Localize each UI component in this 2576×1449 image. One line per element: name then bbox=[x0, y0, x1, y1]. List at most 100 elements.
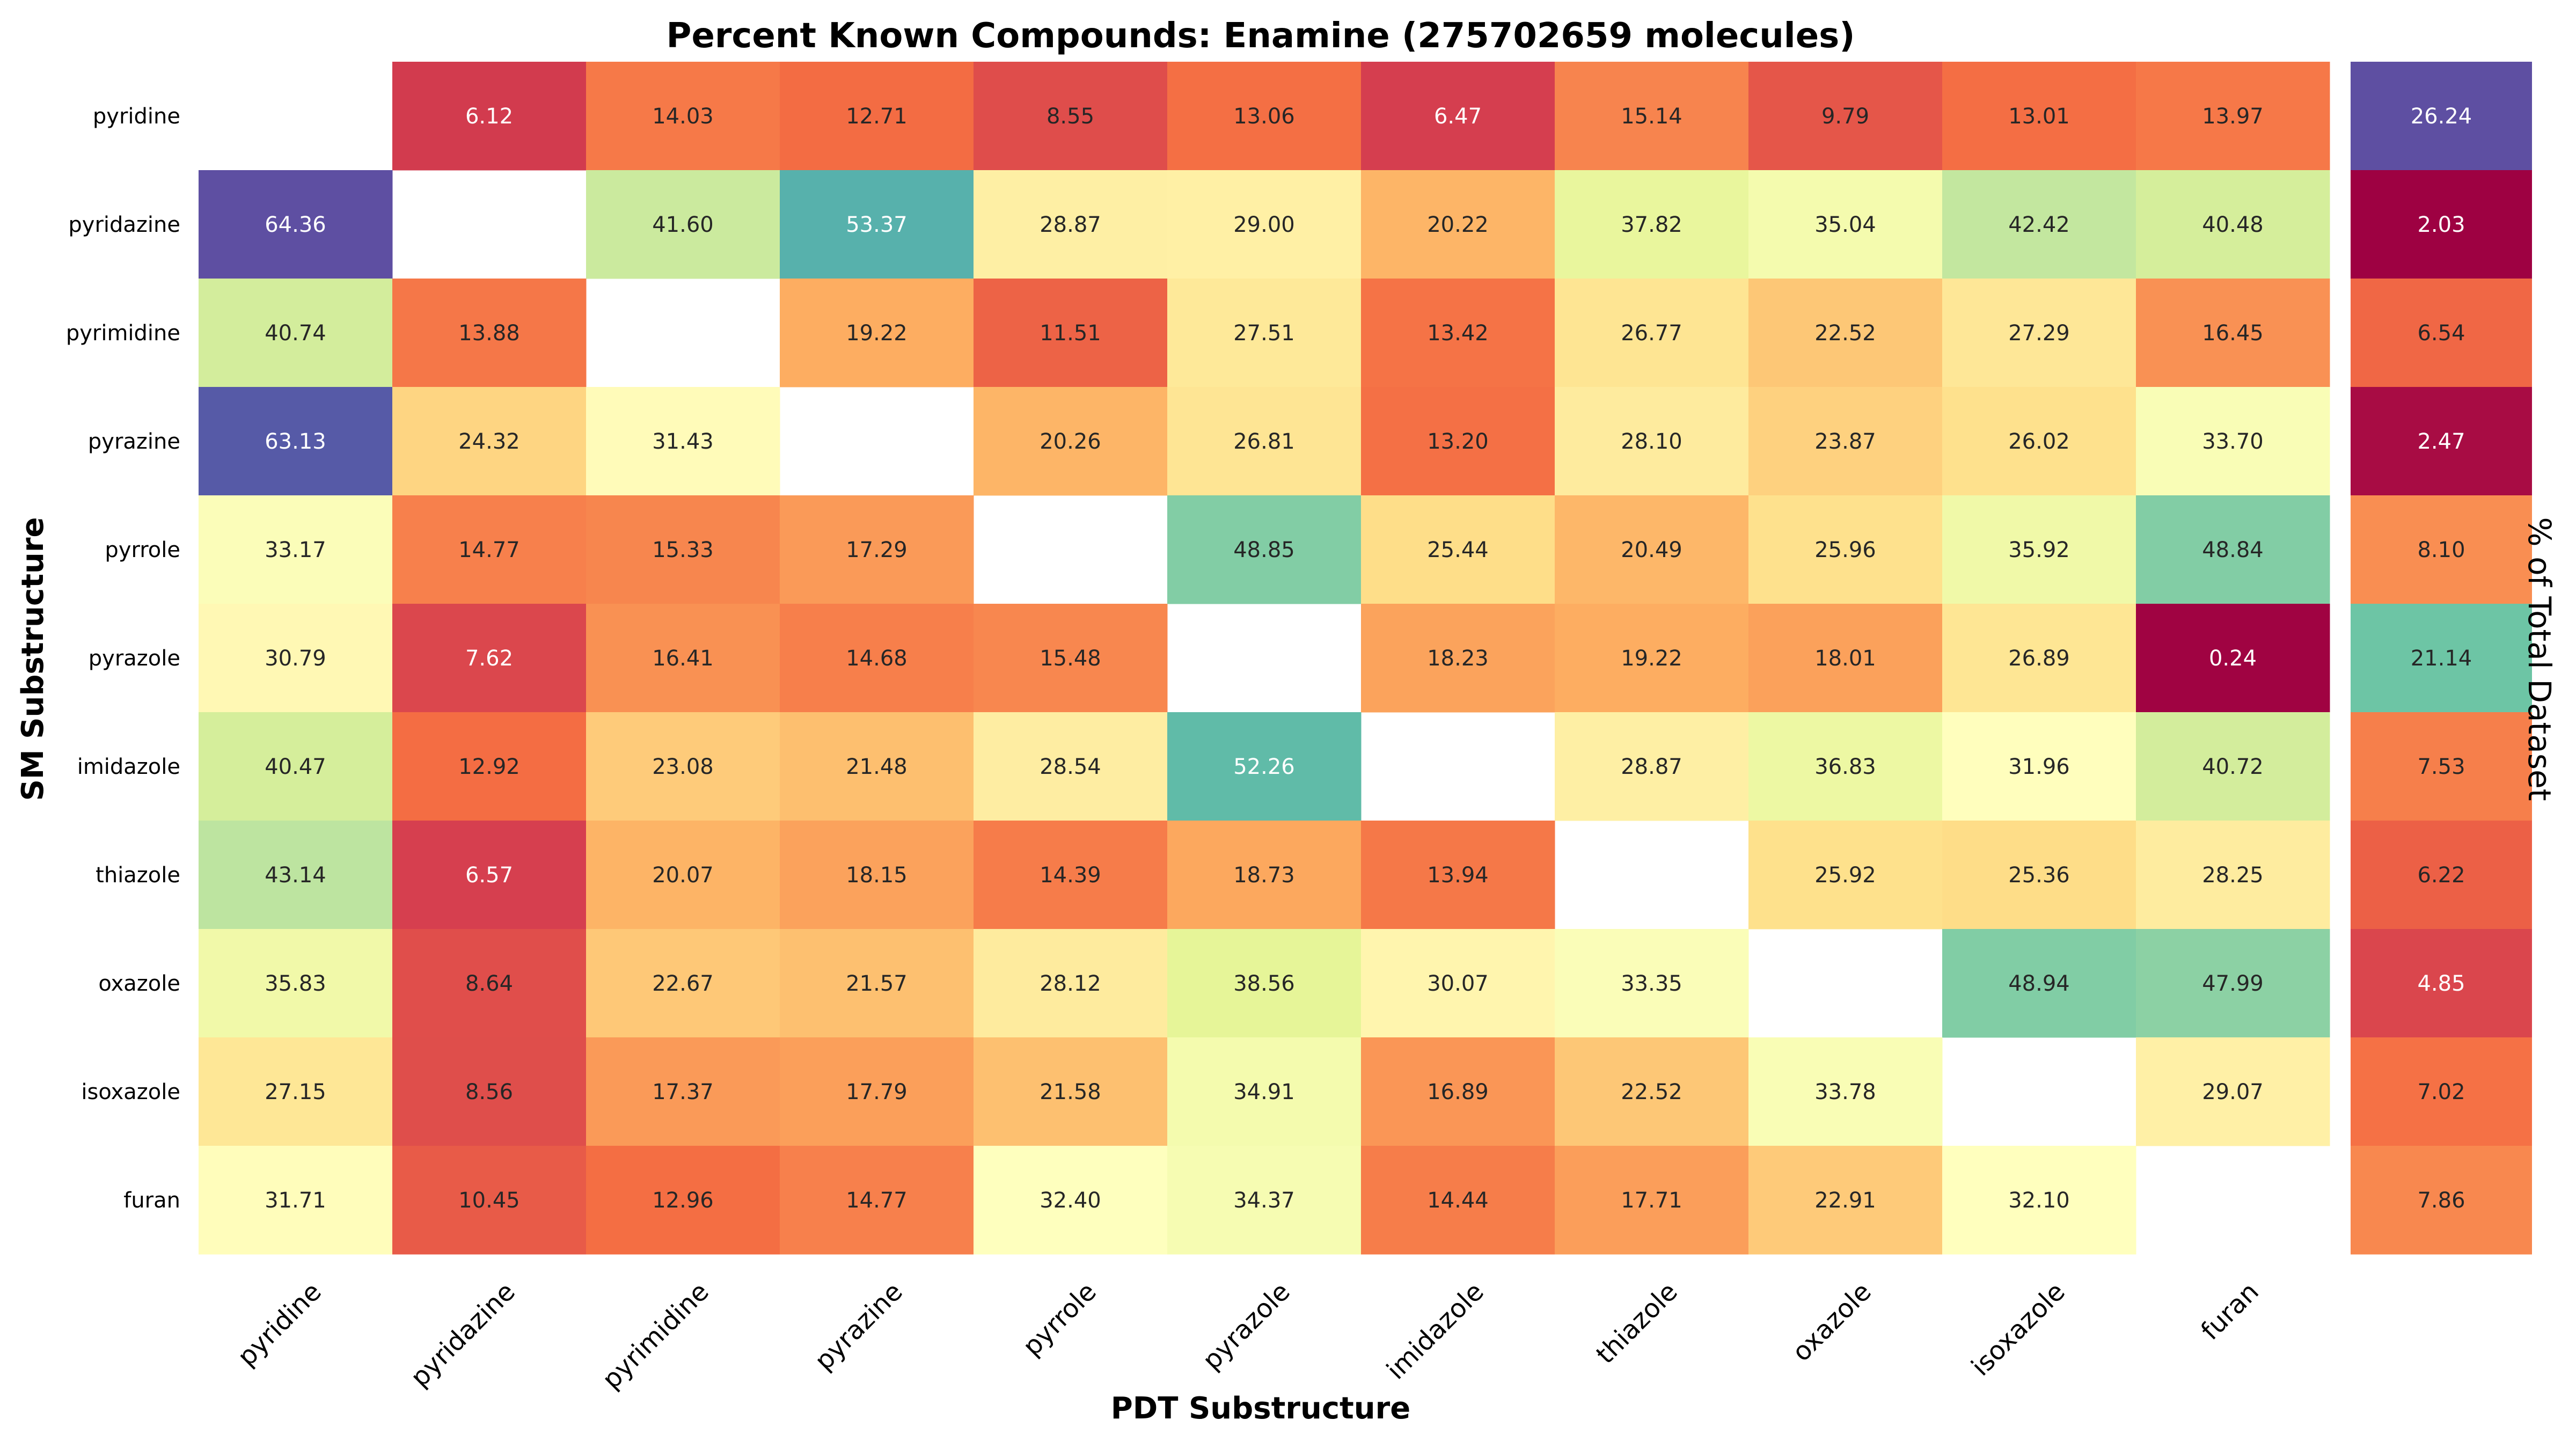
heatmap-cell bbox=[392, 62, 587, 171]
heatmap-cell bbox=[1555, 495, 1749, 604]
total-dataset-axis-title: % of Total Dataset bbox=[2521, 517, 2558, 801]
heatmap-cell bbox=[1942, 495, 2136, 604]
cell-value-label: 14.77 bbox=[458, 538, 520, 562]
heatmap-cell bbox=[1748, 712, 1943, 821]
heatmap-cell bbox=[1167, 821, 1362, 930]
heatmap-cell bbox=[392, 821, 587, 930]
cell-value-label: 27.15 bbox=[265, 1080, 326, 1104]
heatmap-cell bbox=[780, 929, 974, 1038]
cell-value-label: 25.96 bbox=[1814, 538, 1876, 562]
heatmap-cell bbox=[1748, 62, 1943, 171]
column-label: imidazole bbox=[1381, 1277, 1490, 1386]
total-dataset-cell bbox=[2351, 1037, 2532, 1146]
cell-value-label: 13.97 bbox=[2202, 104, 2264, 129]
total-dataset-value-label: 2.03 bbox=[2417, 213, 2465, 237]
cell-value-label: 16.41 bbox=[652, 646, 714, 671]
heatmap-cell bbox=[780, 279, 974, 387]
cell-value-label: 13.01 bbox=[2008, 104, 2070, 129]
cell-value-label: 18.23 bbox=[1427, 646, 1489, 671]
cell-value-label: 27.51 bbox=[1233, 321, 1295, 346]
heatmap-cell bbox=[2136, 929, 2330, 1038]
cell-value-label: 21.57 bbox=[846, 971, 908, 996]
heatmap-cell bbox=[1555, 387, 1749, 496]
cell-value-label: 36.83 bbox=[1814, 755, 1876, 779]
heatmap-cell bbox=[392, 929, 587, 1038]
heatmap-cell bbox=[392, 1146, 587, 1255]
cell-value-label: 8.55 bbox=[1046, 104, 1094, 129]
total-dataset-value-label: 7.53 bbox=[2417, 755, 2465, 779]
cell-value-label: 40.72 bbox=[2202, 755, 2264, 779]
total-dataset-value-label: 26.24 bbox=[2411, 104, 2472, 129]
heatmap-cell bbox=[1167, 387, 1362, 496]
cell-value-label: 33.70 bbox=[2202, 429, 2264, 454]
heatmap-cell bbox=[199, 929, 393, 1038]
heatmap-cell bbox=[974, 387, 1168, 496]
heatmap-cell bbox=[1942, 170, 2136, 279]
total-dataset-cell bbox=[2351, 279, 2532, 387]
heatmap-cell bbox=[392, 604, 587, 713]
cell-value-label: 25.92 bbox=[1814, 863, 1876, 888]
cell-value-label: 28.12 bbox=[1040, 971, 1101, 996]
heatmap-cell bbox=[586, 1146, 780, 1255]
total-dataset-cell bbox=[2351, 387, 2532, 496]
heatmap-cell bbox=[2136, 821, 2330, 930]
column-label: pyridine bbox=[232, 1277, 327, 1372]
cell-value-label: 26.77 bbox=[1621, 321, 1682, 346]
total-dataset-value-label: 2.47 bbox=[2417, 429, 2465, 454]
cell-value-label: 27.29 bbox=[2008, 321, 2070, 346]
heatmap-cell bbox=[1361, 1037, 1555, 1146]
heatmap-cell bbox=[1167, 929, 1362, 1038]
heatmap-cell bbox=[2136, 170, 2330, 279]
cell-value-label: 16.89 bbox=[1427, 1080, 1489, 1104]
cell-value-label: 0.24 bbox=[2209, 646, 2257, 671]
cell-value-label: 17.79 bbox=[846, 1080, 908, 1104]
total-dataset-cell bbox=[2351, 495, 2532, 604]
cell-value-label: 26.02 bbox=[2008, 429, 2070, 454]
cell-value-label: 13.20 bbox=[1427, 429, 1489, 454]
heatmap-cell bbox=[1361, 170, 1555, 279]
row-label: pyrrole bbox=[105, 538, 180, 562]
cell-value-label: 10.45 bbox=[458, 1188, 520, 1213]
heatmap-cell bbox=[586, 712, 780, 821]
total-dataset-cell bbox=[2351, 1146, 2532, 1255]
cell-value-label: 14.68 bbox=[846, 646, 908, 671]
cell-value-label: 28.10 bbox=[1621, 429, 1682, 454]
heatmap-cell bbox=[1942, 62, 2136, 171]
cell-value-label: 35.04 bbox=[1814, 213, 1876, 237]
cell-value-label: 47.99 bbox=[2202, 971, 2264, 996]
cell-value-label: 30.07 bbox=[1427, 971, 1489, 996]
cell-value-label: 28.25 bbox=[2202, 863, 2264, 888]
cell-value-label: 37.82 bbox=[1621, 213, 1682, 237]
heatmap-cell bbox=[2136, 712, 2330, 821]
cell-value-label: 14.77 bbox=[846, 1188, 908, 1213]
heatmap-cell bbox=[392, 712, 587, 821]
y-axis-title: SM Substructure bbox=[16, 517, 50, 801]
heatmap-cell bbox=[586, 1037, 780, 1146]
heatmap-cell bbox=[199, 1037, 393, 1146]
heatmap-cell bbox=[780, 62, 974, 171]
cell-value-label: 8.64 bbox=[465, 971, 513, 996]
heatmap-cell bbox=[586, 62, 780, 171]
heatmap-cell bbox=[780, 170, 974, 279]
cell-value-label: 28.87 bbox=[1040, 213, 1101, 237]
heatmap-cell bbox=[2136, 62, 2330, 171]
row-label: isoxazole bbox=[81, 1080, 180, 1104]
cell-value-label: 12.96 bbox=[652, 1188, 714, 1213]
main-heatmap: 6.12 14.03 12.71 8.55 13.06 6.47 15.14 9.79 13.0… bbox=[199, 62, 2330, 1255]
cell-value-label: 17.37 bbox=[652, 1080, 714, 1104]
cell-value-label: 20.49 bbox=[1621, 538, 1682, 562]
total-dataset-value-label: 21.14 bbox=[2411, 646, 2472, 671]
heatmap-cell bbox=[1361, 1146, 1555, 1255]
column-label: pyrimidine bbox=[596, 1277, 714, 1395]
total-dataset-value-label: 7.86 bbox=[2417, 1188, 2465, 1213]
row-label: pyrimidine bbox=[66, 321, 180, 346]
cell-value-label: 20.26 bbox=[1040, 429, 1101, 454]
cell-value-label: 6.12 bbox=[465, 104, 513, 129]
cell-value-label: 31.71 bbox=[265, 1188, 326, 1213]
row-label: thiazole bbox=[96, 863, 180, 888]
cell-value-label: 24.32 bbox=[458, 429, 520, 454]
column-label: isoxazole bbox=[1966, 1277, 2071, 1382]
heatmap-cell bbox=[1942, 821, 2136, 930]
cell-value-label: 23.87 bbox=[1814, 429, 1876, 454]
cell-value-label: 6.57 bbox=[465, 863, 513, 888]
